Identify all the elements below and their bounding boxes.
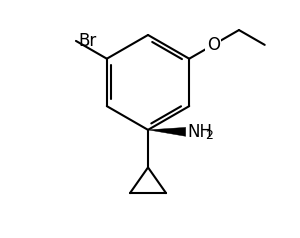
Text: O: O [207, 36, 220, 54]
Text: Br: Br [78, 32, 96, 50]
Text: NH: NH [188, 123, 213, 141]
Text: 2: 2 [206, 129, 213, 142]
Polygon shape [148, 127, 186, 136]
